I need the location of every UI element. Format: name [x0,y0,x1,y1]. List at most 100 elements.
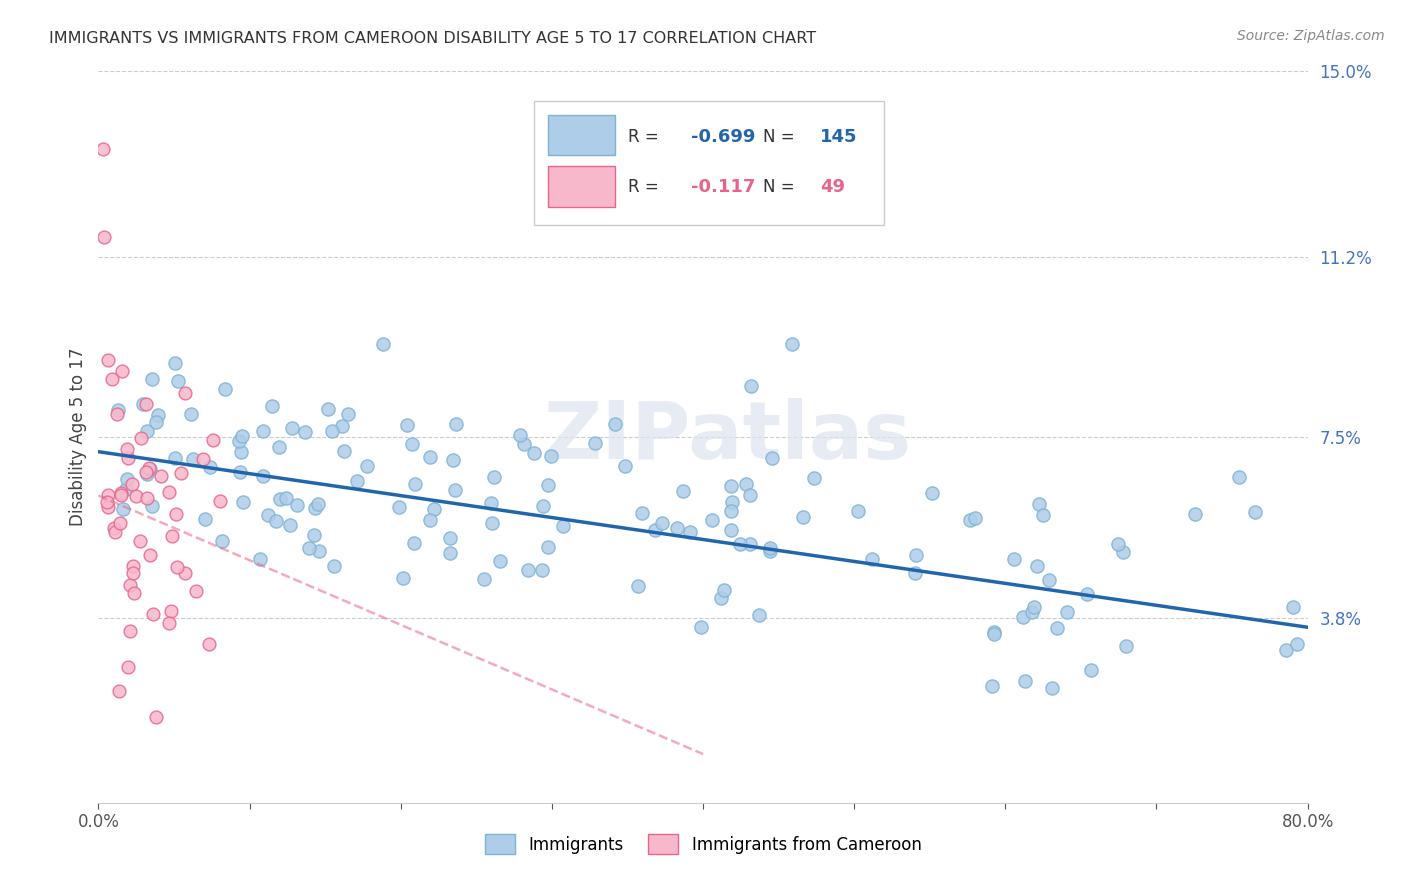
Point [193,452,215,467]
Point [232,494,254,508]
Point [759,541,782,555]
Point [983,627,1005,641]
Point [959,513,981,527]
Point [91,142,114,156]
Point [404,477,426,491]
Point [419,450,441,464]
Point [145,415,167,429]
Point [141,500,163,514]
Point [120,624,142,638]
Point [748,607,770,622]
Point [1282,599,1305,614]
Point [173,566,195,580]
Point [115,442,138,456]
Point [720,504,742,518]
Point [983,624,1005,639]
Point [269,492,291,507]
Point [117,660,139,674]
Point [630,506,652,520]
Text: -0.699: -0.699 [690,128,755,146]
Point [666,521,689,535]
Point [1056,605,1078,619]
Point [1115,639,1137,653]
Point [1285,637,1308,651]
Point [759,544,782,558]
Point [112,501,135,516]
Point [540,449,562,463]
Point [117,451,139,466]
Point [157,615,180,630]
Point [229,465,252,479]
Point [107,407,129,421]
Point [160,604,183,618]
Point [1080,663,1102,677]
Point [249,552,271,566]
Point [180,407,202,421]
Point [479,496,502,510]
Point [198,460,221,475]
Point [740,537,762,551]
Point [904,566,927,580]
Point [1046,621,1069,635]
Point [509,428,531,442]
Point [792,510,814,524]
Point [1107,537,1129,551]
Point [530,563,553,577]
Point [1021,605,1043,619]
Point [135,424,157,438]
Point [627,579,650,593]
Point [356,458,378,473]
Point [228,434,250,448]
Point [537,540,560,554]
Point [307,498,329,512]
Point [734,476,756,491]
Point [439,531,461,545]
Point [266,515,288,529]
Point [517,563,540,577]
Point [481,516,503,530]
Point [1040,681,1063,695]
Point [181,452,204,467]
Point [135,467,157,481]
Point [439,546,461,560]
Legend: Immigrants, Immigrants from Cameroon: Immigrants, Immigrants from Cameroon [478,828,928,860]
Text: R =: R = [628,178,669,196]
Point [202,433,225,447]
Point [689,620,711,634]
Point [104,524,127,539]
Point [321,424,343,438]
Point [672,484,695,499]
Point [392,571,415,585]
Point [262,399,284,413]
Point [111,364,134,378]
Point [644,523,666,537]
Point [194,512,217,526]
Point [472,572,495,586]
Point [101,372,124,386]
Point [330,419,353,434]
Point [117,472,139,486]
Point [267,440,290,454]
Point [97,353,120,368]
Point [371,337,394,351]
Point [162,529,184,543]
Point [157,485,180,500]
Point [257,508,280,522]
Y-axis label: Disability Age 5 to 17: Disability Age 5 to 17 [69,348,87,526]
Point [145,710,167,724]
Point [308,544,330,558]
Point [198,637,221,651]
Point [208,494,231,508]
Point [346,474,368,488]
Text: 49: 49 [820,178,845,196]
Point [135,465,157,479]
Text: ZIPatlas: ZIPatlas [543,398,911,476]
Point [122,566,145,581]
Point [1038,573,1060,587]
Text: R =: R = [628,128,664,146]
Point [1028,497,1050,511]
Point [700,513,723,527]
FancyBboxPatch shape [548,167,614,207]
Point [170,466,193,480]
Text: N =: N = [763,128,800,146]
